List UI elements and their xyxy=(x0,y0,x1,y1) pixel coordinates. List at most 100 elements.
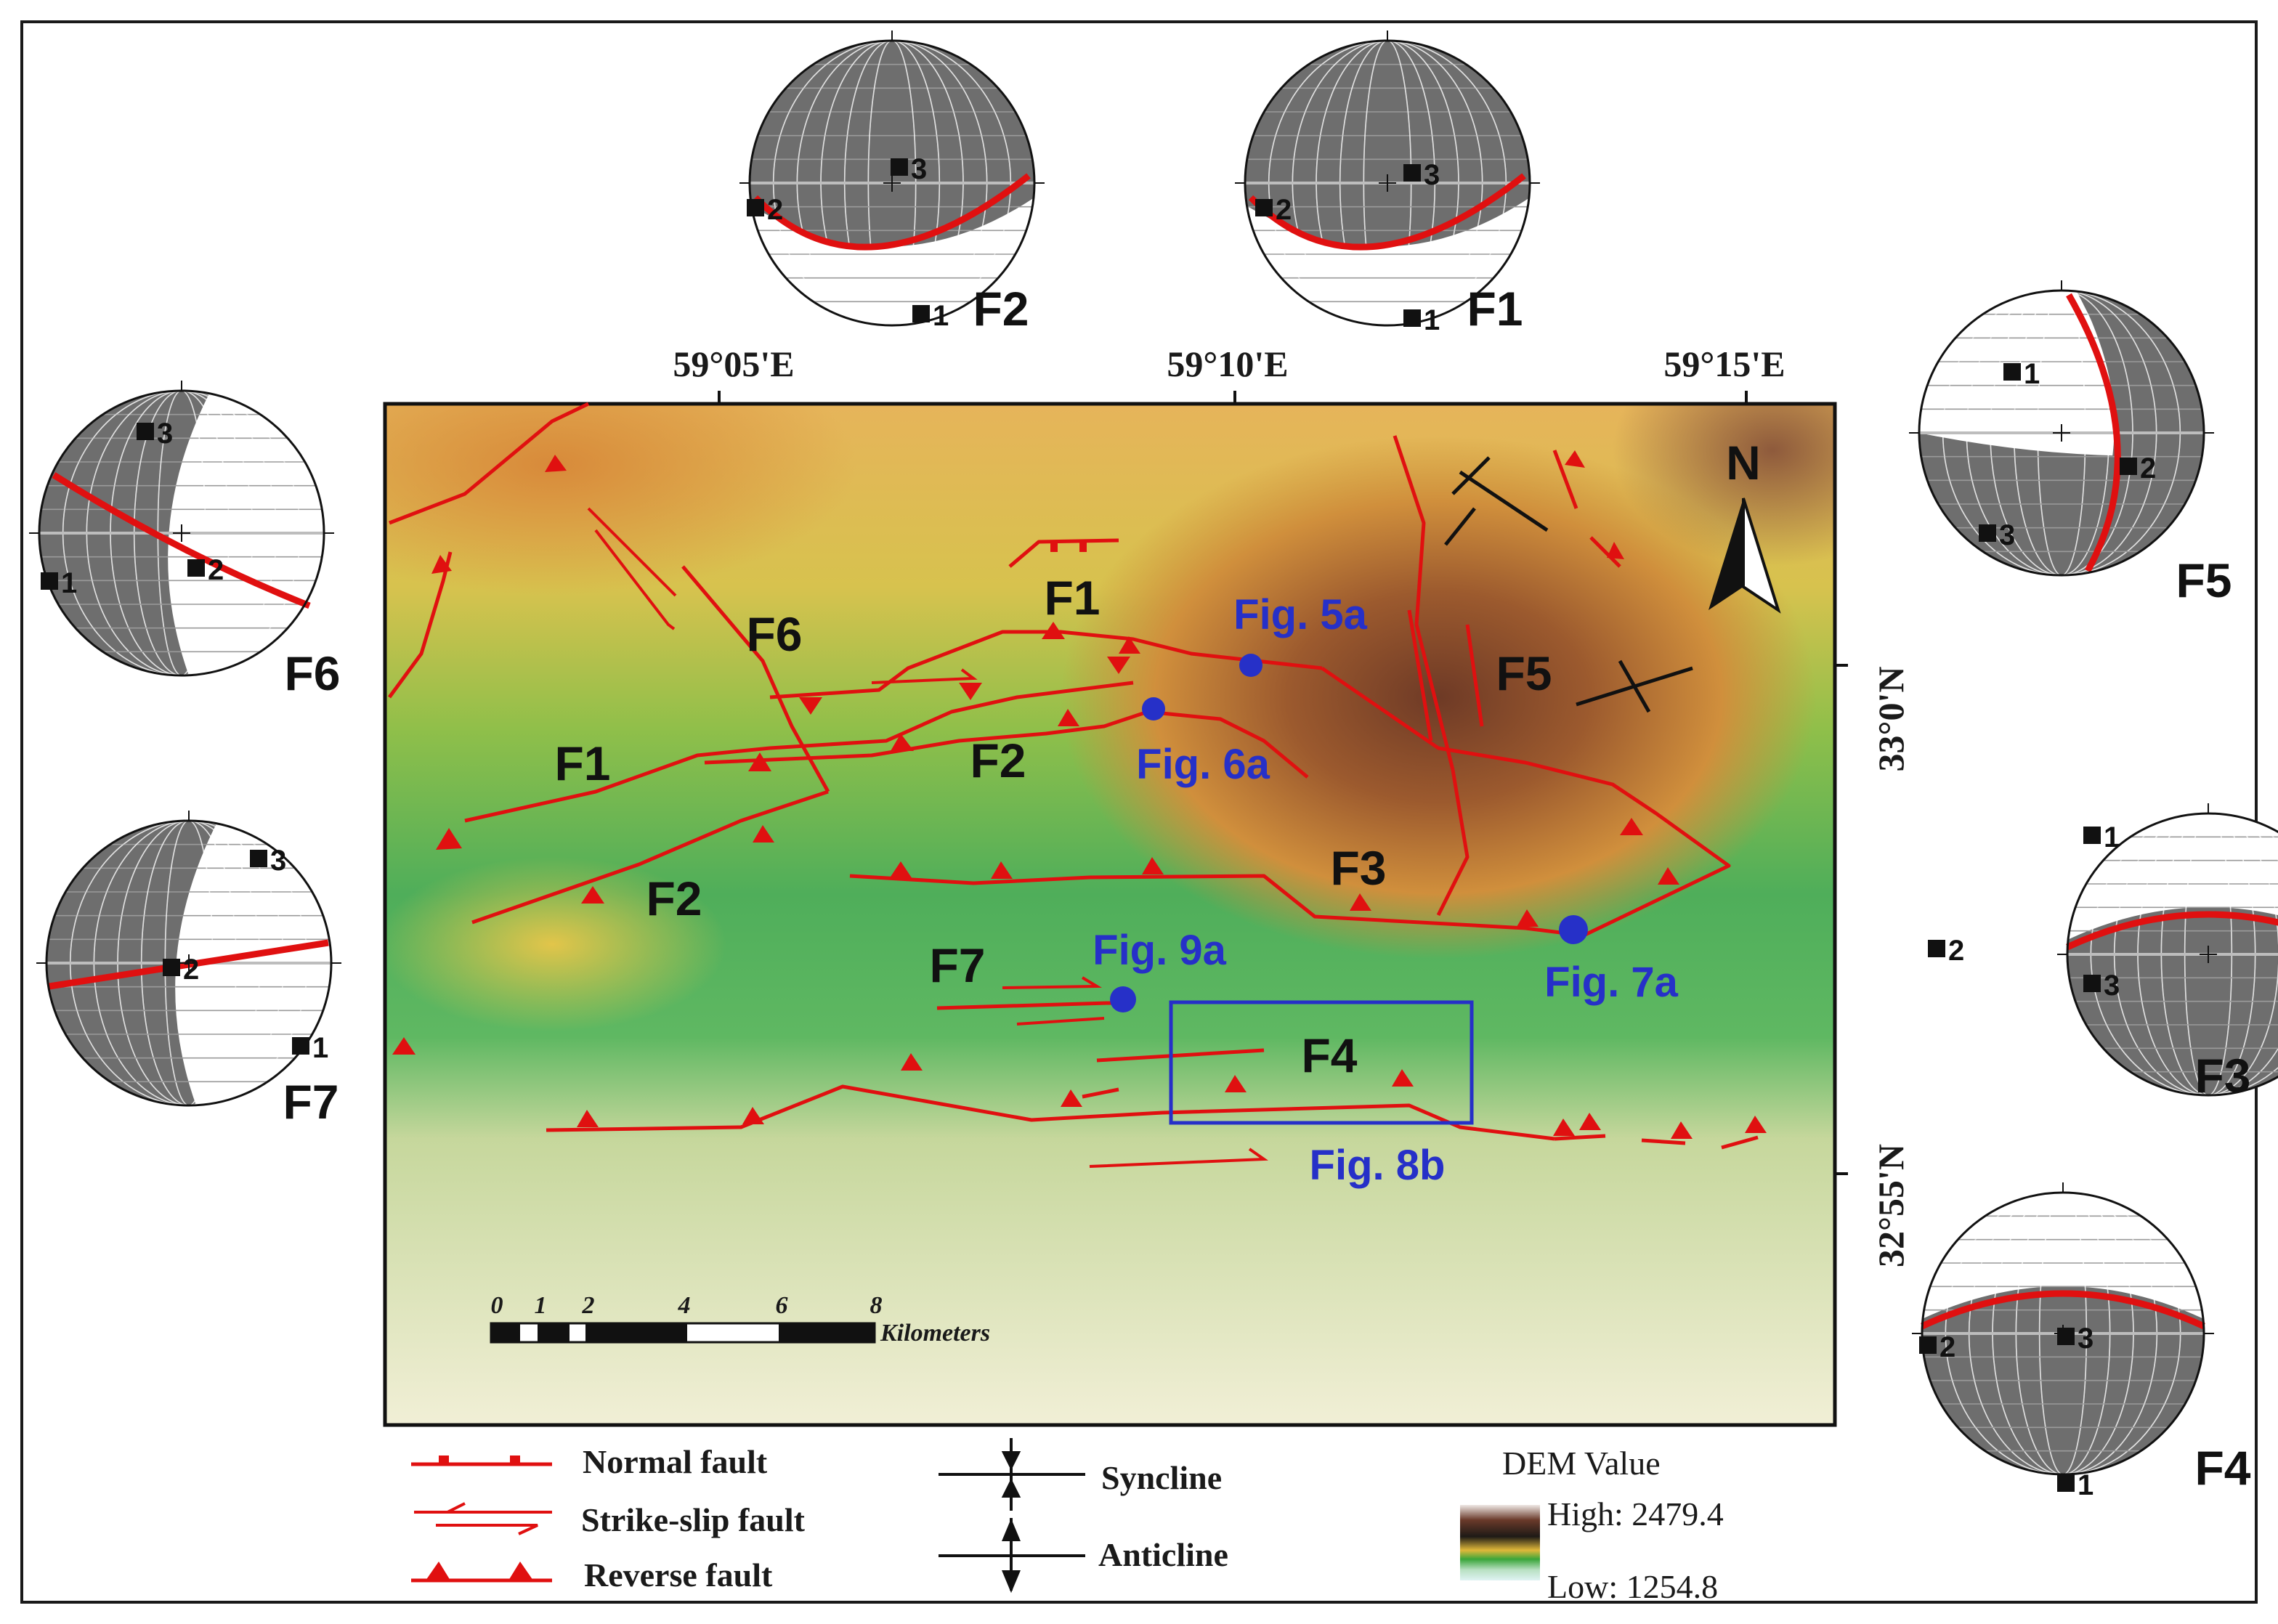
legend-anticline-arrow xyxy=(1002,1570,1021,1593)
scale-seg xyxy=(491,1323,520,1342)
stress-axis-marker xyxy=(2083,827,2101,844)
legend-anticline: Anticline xyxy=(939,1518,1228,1593)
fault-f4-inner xyxy=(1096,1048,1265,1063)
strike-slip-symbols xyxy=(587,507,1268,1168)
fault-tooth xyxy=(991,861,1013,879)
map-syncline-axis xyxy=(1459,470,1549,532)
strike-slip-arrow-f7b xyxy=(1016,1017,1105,1026)
legend-dem-high: High: 2479.4 xyxy=(1547,1495,1724,1532)
label-f3: F3 xyxy=(1330,841,1386,895)
label-f5: F5 xyxy=(1496,646,1552,700)
stress-axis-marker xyxy=(2083,975,2101,992)
stereonets: 1 2 3 F1 1 2 3 F2 1 2 3 F3 1 2 3 F4 1 2 3 F5 1 2 3 F6 1 2 3 F7 xyxy=(29,31,2278,1501)
dem-sw-relief xyxy=(385,857,726,1031)
label-f7: F7 xyxy=(929,938,985,992)
stress-axis-marker xyxy=(41,572,58,590)
stereonet-great-circle xyxy=(1248,173,1526,251)
fault-tooth xyxy=(1517,909,1539,927)
stress-axis-label: 3 xyxy=(157,418,173,450)
fault-f7 xyxy=(936,1000,1134,1010)
stress-axis-label: 2 xyxy=(2140,452,2156,484)
label-fig6a: Fig. 6a xyxy=(1136,741,1270,788)
normal-fault-ticks xyxy=(1050,542,1087,552)
stress-axis-marker xyxy=(292,1037,309,1055)
figure-frame xyxy=(20,20,2258,1604)
legend-reverse-fault: Reverse fault xyxy=(411,1556,773,1593)
fault-tooth xyxy=(889,861,912,879)
stereonet-label: F5 xyxy=(2176,553,2232,607)
stress-axis-label: 3 xyxy=(1424,159,1440,191)
label-f1-west: F1 xyxy=(554,736,610,790)
stress-axis-marker xyxy=(2120,458,2137,475)
fault-tooth xyxy=(545,455,567,472)
label-fig5a: Fig. 5a xyxy=(1233,591,1367,638)
normal-tick xyxy=(1050,542,1058,552)
label-f4: F4 xyxy=(1301,1028,1357,1082)
lat-label-1: 33°0'N xyxy=(1870,667,1911,772)
stereonet-label: F4 xyxy=(2194,1441,2250,1495)
fault-tooth xyxy=(1142,857,1164,874)
stereonet-f3: 1 2 3 F3 xyxy=(1928,803,2278,1103)
lon-label-1: 59°05'E xyxy=(673,344,794,384)
map-border xyxy=(383,402,1837,1427)
fault-tooth xyxy=(799,697,822,715)
strike-slip-arrow-f6b xyxy=(594,529,676,630)
stress-axis-label: 2 xyxy=(1276,194,1292,226)
stress-axis-label: 3 xyxy=(1999,519,2015,551)
marker-fig5a xyxy=(1239,654,1262,677)
stress-axis-label: 1 xyxy=(1424,304,1440,336)
stress-axis-label: 1 xyxy=(312,1032,328,1064)
map-syncline-arrow-b xyxy=(1444,507,1476,546)
stress-axis-marker xyxy=(2057,1328,2075,1345)
fault-tooth xyxy=(577,1110,599,1127)
fault-f4-inner-b xyxy=(1082,1087,1119,1099)
label-f2-center: F2 xyxy=(970,734,1026,787)
stereonet-f1: 1 2 3 F1 xyxy=(1235,31,1540,336)
legend-syncline-arrow xyxy=(1001,1451,1021,1471)
stereonet-great-circle xyxy=(2066,293,2121,573)
map-syncline-arrow-a xyxy=(1451,456,1491,495)
strike-slip-arrow-f4 xyxy=(1089,1148,1268,1168)
fault-f4-east xyxy=(1554,1134,1606,1141)
fault-tooth xyxy=(1620,818,1643,835)
stereonet-label: F7 xyxy=(283,1075,339,1129)
strike-slip-arrow-f7 xyxy=(1002,976,1103,989)
stress-axis-label: 1 xyxy=(933,300,949,332)
lon-label-3: 59°15'E xyxy=(1663,344,1785,384)
legend-dem: DEM Value High: 2479.4 Low: 1254.8 xyxy=(1460,1445,1724,1605)
fault-tooth xyxy=(1553,1118,1575,1136)
stress-axis-label: 3 xyxy=(270,845,286,877)
stereonet-great-circle xyxy=(52,472,311,609)
north-arrow-left xyxy=(1708,498,1743,610)
stress-axis-label: 2 xyxy=(208,554,224,586)
fault-tooth xyxy=(742,1107,764,1124)
stereonet-f2: 1 2 3 F2 xyxy=(739,31,1045,336)
legend-ss-line-b xyxy=(436,1524,538,1535)
legend-normal-tick xyxy=(510,1455,520,1464)
stress-axis-marker xyxy=(891,158,908,176)
scale-tick-8: 8 xyxy=(870,1292,883,1319)
legend-anticline-label: Anticline xyxy=(1098,1536,1228,1573)
fault-tooth xyxy=(959,683,982,700)
label-f2-south: F2 xyxy=(646,872,702,925)
legend-normal-tick xyxy=(439,1455,449,1464)
stress-axis-label: 2 xyxy=(183,954,199,986)
stress-axis-marker xyxy=(1403,309,1421,327)
stress-axis-label: 2 xyxy=(1948,935,1964,967)
fault-f4-east-b xyxy=(1641,1138,1686,1145)
legend-syncline-arrow xyxy=(1001,1478,1021,1498)
scale-bar: 0 1 2 4 6 8 Kilometers xyxy=(490,1292,990,1347)
north-arrow-right xyxy=(1742,498,1781,614)
scale-tick-4: 4 xyxy=(678,1292,691,1319)
fault-f5-b xyxy=(1407,609,1433,742)
fault-tooth xyxy=(392,1037,416,1055)
fig8b-box xyxy=(1169,1000,1474,1125)
stress-axis-label: 1 xyxy=(61,567,77,599)
label-fig8b: Fig. 8b xyxy=(1310,1142,1446,1189)
stereonet-label: F2 xyxy=(973,282,1029,336)
fault-tooth xyxy=(436,828,462,850)
map-fold-symbols xyxy=(1444,456,1693,713)
scale-tick-2: 2 xyxy=(582,1292,595,1319)
legend-normal-label: Normal fault xyxy=(583,1443,768,1480)
fault-f2-south xyxy=(471,789,829,925)
